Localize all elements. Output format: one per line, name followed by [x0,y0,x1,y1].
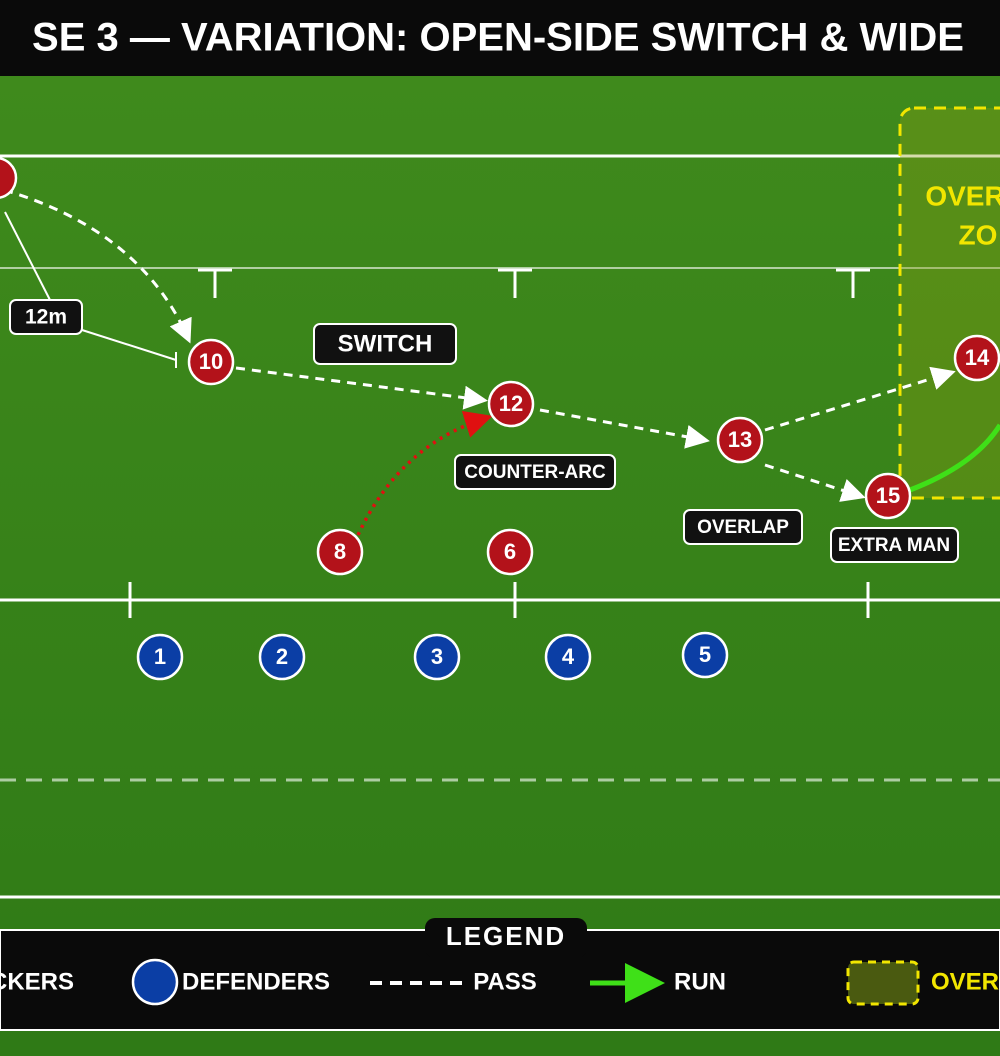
title: SE 3 — VARIATION: OPEN-SIDE SWITCH & WID… [32,16,964,60]
annotation-tag [830,527,959,563]
attacker-number: 15 [876,483,900,508]
attacker [187,338,235,386]
attacker-number: 10 [199,349,223,374]
measure-label: 12m [25,306,67,329]
attacker-number: 12 [499,391,523,416]
run-line [909,423,1000,493]
legend-title: LEGEND [446,921,566,951]
attacker-number: 13 [728,427,752,452]
legend-label: CKERS [0,968,74,995]
annotation: COUNTER-ARC [464,462,606,483]
attacker [716,416,764,464]
attacker [953,334,1000,382]
attacker [316,528,364,576]
pitch-lines [0,154,1000,899]
annotation: SWITCH [338,330,433,357]
legend-tab [425,918,587,958]
attacker-number: 8 [334,539,346,564]
annotation-tag [683,509,803,545]
overlap-zone [898,106,1000,500]
defenders: 1 2 3 4 5 [136,631,729,681]
defender-number: 1 [154,644,166,669]
annotation: EXTRA MAN [838,535,950,556]
defender [413,633,461,681]
title-bar [0,0,1000,76]
legend-label: PASS [473,968,537,995]
zone-label: ZO [959,219,998,250]
attacker-number: 14 [965,345,990,370]
pass-arrow [764,366,956,432]
annotation: OVERLAP [697,517,789,538]
attacker [486,528,534,576]
defender-number: 2 [276,644,288,669]
defender [136,633,184,681]
legend-label: RUN [674,968,726,995]
defender-number: 5 [699,642,711,667]
pass-arrow [3,188,192,344]
attacker [487,380,535,428]
legend-swatch [131,958,179,1006]
legend-label: OVER [931,968,999,995]
measure-tag [9,299,83,335]
defender [681,631,729,679]
legend-swatch [846,960,920,1006]
measure-line [4,211,177,368]
attacker-number: 6 [504,539,516,564]
pass-arrow [764,463,866,502]
pass-arrow [539,408,710,449]
zone-label: OVER [925,180,1000,211]
attacker [864,472,912,520]
legend-label: DEFENDERS [182,968,330,995]
defender-number: 3 [431,644,443,669]
annotation-tag [313,323,457,365]
attackers: 10 12 13 14 15 8 6 [187,334,1000,576]
defender-number: 4 [562,644,575,669]
defender [544,633,592,681]
attacker [0,157,18,199]
annotation-tag [454,454,616,490]
defender [258,633,306,681]
